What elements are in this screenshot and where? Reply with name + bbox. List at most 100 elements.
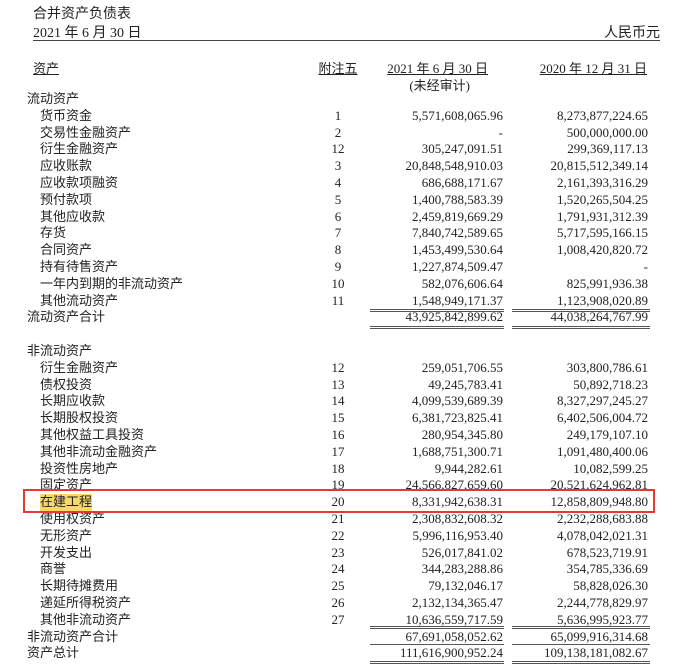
row-label: 在建工程 [40,494,93,511]
row-note: 5 [334,191,342,207]
row-note: 7 [334,225,342,241]
value-2021-06-30: 686,688,171.67 [421,174,503,190]
value-2020-12-31: 109,138,181,082.67 [544,645,648,661]
row-label: 固定资产 [40,477,93,493]
row-label: 非流动资产合计 [27,628,119,644]
subtotal-rule [370,309,504,312]
row-label: 应收账款 [40,158,93,174]
table-row: 长期待摊费用 25 79,132,046.17 58,828,026.30 [0,578,700,595]
total-row: 非流动资产合计 67,691,058,052.62 65,099,916,314.6… [0,629,700,646]
value-2021-06-30: 10,636,559,717.59 [405,611,504,627]
table-row: 长期应收款 14 4,099,539,689.39 8,327,297,245.27 [0,393,700,410]
row-label: 其他权益工具投资 [40,426,145,442]
row-note: 8 [334,242,342,258]
row-note: 23 [331,544,345,560]
row-note: 10 [331,275,345,291]
row-label: 商誉 [40,561,67,577]
row-label: 其他流动资产 [40,292,119,308]
row-note: 4 [334,174,342,190]
value-2020-12-31: - [643,258,648,274]
value-2021-06-30: 1,400,788,583.39 [412,191,503,207]
row-label: 一年内到期的非流动资产 [40,275,184,291]
row-note: 20 [331,494,345,510]
table-row: 无形资产 22 5,996,116,953.40 4,078,042,021.31 [0,528,700,545]
row-label: 应收款项融资 [40,174,119,190]
value-2021-06-30: 305,247,091.51 [421,141,503,157]
table-row: 应收款项融资 4 686,688,171.67 2,161,393,316.29 [0,175,700,192]
value-2020-12-31: 12,858,809,948.80 [550,494,649,510]
row-label: 资产总计 [27,645,80,661]
table-row: 其他非流动金融资产 17 1,688,751,300.71 1,091,480,400… [0,444,700,461]
row-note: 3 [334,158,342,174]
row-note: 14 [331,393,345,409]
table-row: 交易性金融资产 2 - 500,000,000.00 [0,125,700,142]
value-2020-12-31: 1,520,265,504.25 [557,191,648,207]
row-note: 15 [331,410,345,426]
subtotal-rule [512,326,650,329]
value-2020-12-31: 50,892,718.23 [573,376,648,392]
row-label: 无形资产 [40,527,93,543]
row-label: 货币资金 [40,107,93,123]
value-2020-12-31: 8,327,297,245.27 [557,393,648,409]
row-note: 27 [331,611,345,627]
value-2020-12-31: 1,123,908,020.89 [557,292,648,308]
row-note: 6 [334,208,342,224]
row-note: 21 [331,510,345,526]
section-header: 非流动资产 [0,343,700,360]
value-2021-06-30: 2,132,134,365.47 [412,594,503,610]
value-2021-06-30: 24,566,827,659.60 [405,477,504,493]
row-label: 存货 [40,225,67,241]
total-rule [512,644,650,645]
report-date: 2021 年 6 月 30 日 [33,26,142,41]
value-2021-06-30: 5,571,608,065.96 [412,107,503,123]
value-2020-12-31: 2,244,778,829.97 [557,594,648,610]
header-note: 附注五 [318,61,358,76]
balance-sheet-table: 流动资产 货币资金 1 5,571,608,065.96 8,273,877,224.6… [0,91,700,662]
value-2020-12-31: 1,791,931,312.39 [557,208,648,224]
table-row: 其他非流动资产 27 10,636,559,717.59 5,636,995,923.… [0,612,700,629]
table-row: 其他权益工具投资 16 280,954,345.80 249,179,107.10 [0,427,700,444]
row-note: 12 [331,141,345,157]
total-row: 资产总计 111,616,900,952.24 109,138,181,082.67 [0,645,700,662]
row-label: 流动资产合计 [27,309,106,325]
table-row: 商誉 24 344,283,288.86 354,785,336.69 [0,561,700,578]
table-row: 衍生金融资产 12 259,051,706.55 303,800,786.61 [0,360,700,377]
row-label: 合同资产 [40,242,93,258]
row-label: 衍生金融资产 [40,359,119,375]
value-2021-06-30: 2,459,819,669.29 [412,208,503,224]
value-2021-06-30: 280,954,345.80 [421,426,503,442]
currency-unit: 人民币元 [604,26,660,41]
value-2021-06-30: 1,548,949,171.37 [412,292,503,308]
value-2020-12-31: 303,800,786.61 [566,359,648,375]
subtotal-rule [512,626,650,629]
row-label: 递延所得税资产 [40,594,132,610]
total-rule [512,661,650,664]
row-note: 13 [331,376,345,392]
value-2020-12-31: 58,828,026.30 [573,578,648,594]
value-2020-12-31: 1,008,420,820.72 [557,242,648,258]
row-note: 12 [331,359,345,375]
table-row: 货币资金 1 5,571,608,065.96 8,273,877,224.65 [0,108,700,125]
value-2021-06-30: 1,453,499,530.64 [412,242,503,258]
row-label: 债权投资 [40,376,93,392]
value-2020-12-31: 299,369,117.13 [567,141,648,157]
value-2021-06-30: 1,688,751,300.71 [412,443,503,459]
value-2021-06-30: - [498,124,503,140]
table-row: 递延所得税资产 26 2,132,134,365.47 2,244,778,829.9… [0,595,700,612]
value-2020-12-31: 1,091,480,400.06 [557,443,648,459]
highlight-box [23,489,655,513]
value-2021-06-30: 6,381,723,825.41 [412,410,503,426]
value-2020-12-31: 8,273,877,224.65 [557,107,648,123]
header-asset: 资产 [33,61,60,76]
value-2020-12-31: 5,636,995,923.77 [557,611,648,627]
value-2021-06-30: 9,944,282.61 [434,460,503,476]
table-row: 其他应收款 6 2,459,819,669.29 1,791,931,312.39 [0,209,700,226]
row-note: 1 [334,107,342,123]
total-rule [370,661,504,664]
table-row: 存货 7 7,840,742,589.65 5,717,595,166.15 [0,225,700,242]
value-2020-12-31: 20,521,624,962.81 [550,477,649,493]
value-2020-12-31: 20,815,512,349.14 [550,158,649,174]
value-2021-06-30: 8,331,942,638.31 [412,494,503,510]
value-2021-06-30: 344,283,288.86 [421,561,503,577]
